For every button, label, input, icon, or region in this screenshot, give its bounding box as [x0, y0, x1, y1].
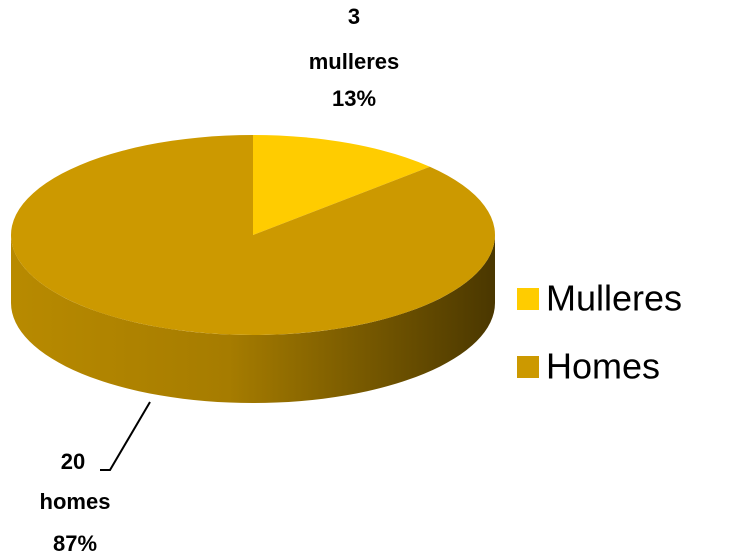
slice-side [11, 235, 495, 403]
legend-label: Homes [546, 346, 660, 387]
slice [10, 135, 496, 336]
data-label-name: mulleres [309, 49, 400, 74]
slice [253, 135, 430, 235]
data-label-value: 3 [348, 4, 360, 29]
legend-label: Mulleres [546, 278, 682, 319]
legend-swatch [517, 356, 539, 378]
leader-line [100, 401, 151, 471]
data-label-percent: 13% [332, 86, 376, 111]
legend-swatch [517, 288, 539, 310]
data-label-percent: 87% [53, 531, 97, 556]
data-label-value: 20 [61, 449, 85, 474]
data-label-name: homes [40, 489, 111, 514]
